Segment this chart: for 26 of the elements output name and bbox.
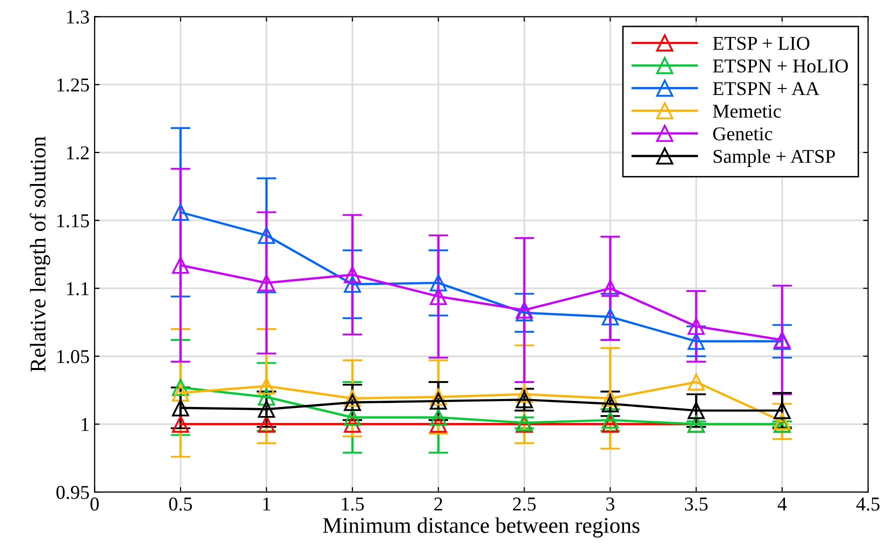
- x-tick-label: 1: [263, 498, 270, 510]
- y-tick-label: 0.95: [56, 486, 89, 500]
- y-tick-label: 1: [82, 418, 89, 431]
- legend-label: ETSPN + AA: [712, 82, 820, 96]
- x-tick-label: 0.5: [169, 497, 192, 511]
- y-tick-label: 1.3: [67, 10, 89, 24]
- x-tick-label: 2: [434, 498, 442, 510]
- legend-label: Sample + ATSP: [714, 149, 835, 167]
- y-tick-label: 1.2: [67, 146, 89, 160]
- y-tick-label: 1.1: [67, 282, 89, 296]
- y-tick-label: 1.15: [57, 214, 89, 228]
- legend-label: ETSP + LIO: [712, 36, 810, 50]
- x-axis-title: Minimum distance between regions: [323, 517, 640, 538]
- x-tick-label: 3.5: [684, 498, 708, 511]
- x-tick-label: 0: [90, 497, 99, 511]
- y-tick-label: 1.25: [57, 78, 89, 92]
- x-tick-label: 2.5: [513, 498, 536, 511]
- legend-label: ETSPN + HoLIO: [712, 59, 848, 73]
- legend-label: Memetic: [712, 104, 781, 118]
- y-axis-title: Relative length of solution: [30, 136, 50, 372]
- legend-label: Genetic: [713, 127, 772, 140]
- x-tick-label: 4.5: [856, 498, 880, 511]
- x-tick-label: 4: [778, 498, 787, 510]
- y-tick-label: 1.05: [57, 350, 89, 364]
- x-tick-label: 3: [606, 498, 614, 511]
- x-tick-label: 1.5: [342, 498, 364, 511]
